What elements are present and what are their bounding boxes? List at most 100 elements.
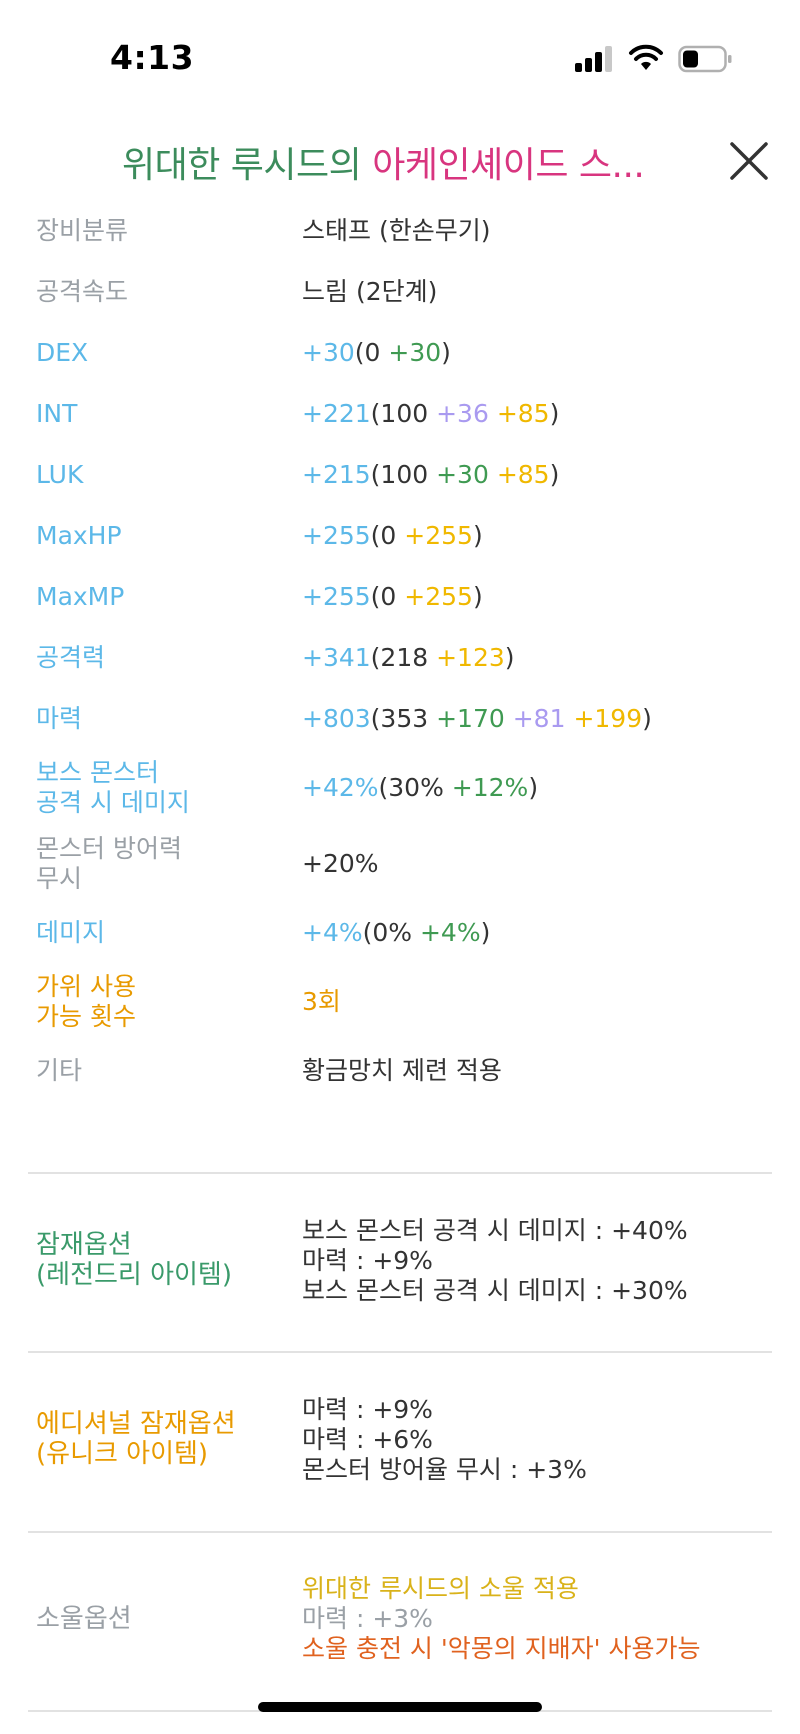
stat-value-part: 황금망치 제련 적용 <box>302 1055 502 1085</box>
stat-value-part: ) <box>642 703 652 733</box>
item-title-prefix: 위대한 루시드의 <box>122 145 373 186</box>
potential-section: 잠재옵션 (레전드리 아이템) 보스 몬스터 공격 시 데미지 : +40% 마력… <box>0 1172 800 1351</box>
stat-value-part <box>505 704 513 733</box>
stat-label: 장비분류 <box>36 215 129 245</box>
stat-row: DEX +30(0 +30) <box>0 322 800 383</box>
stat-value: +30(0 +30) <box>302 338 451 368</box>
stat-value-part: +4% <box>302 917 363 947</box>
additional-potential-label: 에디셔널 잠재옵션 (유니크 아이템) <box>36 1409 236 1469</box>
stat-value-part: ) <box>504 642 515 672</box>
stat-row: MaxHP +255(0 +255) <box>0 505 800 566</box>
stat-row: 공격속도 느림 (2단계) <box>0 261 800 322</box>
battery-icon <box>678 45 732 73</box>
stat-row: MaxMP +255(0 +255) <box>0 566 800 627</box>
stat-value: 3회 <box>302 987 341 1017</box>
divider <box>28 1351 772 1353</box>
stat-value-part: +4% <box>419 917 481 947</box>
stat-value-part <box>489 460 497 489</box>
option-line: 마력 : +9% <box>302 1246 433 1275</box>
stat-value-part: +803 <box>302 703 371 733</box>
stat-value: +4%(0% +4%) <box>302 918 490 948</box>
stat-value: +215(100 +30 +85) <box>302 460 559 490</box>
stat-label: MaxMP <box>36 581 125 611</box>
option-line: 보스 몬스터 공격 시 데미지 : +40% <box>302 1216 688 1245</box>
stat-value-part: +341 <box>302 642 371 672</box>
stat-row: LUK +215(100 +30 +85) <box>0 444 800 505</box>
stat-value-part <box>489 399 497 428</box>
stat-row: 데미지 +4%(0% +4%) <box>0 902 800 963</box>
stat-label: 공격속도 <box>36 276 129 306</box>
stat-value-part: (0% <box>362 917 420 947</box>
stat-value: +803(353 +170 +81 +199) <box>302 704 652 734</box>
stat-label: LUK <box>36 459 84 489</box>
option-line: 위대한 루시드의 소울 적용 <box>302 1574 579 1603</box>
stat-value-part: (0 <box>370 581 405 611</box>
close-icon[interactable] <box>728 140 770 182</box>
stat-value-part: +199 <box>573 703 643 733</box>
stat-value-part: +123 <box>436 642 505 672</box>
stat-value-part: +30 <box>436 459 489 489</box>
stat-value-part: +170 <box>436 703 505 733</box>
item-title: 위대한 루시드의 아케인셰이드 스... <box>122 136 645 188</box>
divider <box>28 1172 772 1174</box>
potential-label: 잠재옵션 (레전드리 아이템) <box>36 1230 232 1290</box>
stat-value-part: (218 <box>370 642 437 672</box>
stat-value: 황금망치 제련 적용 <box>302 1056 502 1086</box>
option-line: 마력 : +6% <box>302 1425 433 1454</box>
soul-section: 소울옵션 위대한 루시드의 소울 적용 마력 : +3% 소울 충전 시 '악몽의 … <box>0 1531 800 1710</box>
stat-row: 장비분류 스태프 (한손무기) <box>0 200 800 261</box>
soul-options: 위대한 루시드의 소울 적용 마력 : +3% 소울 충전 시 '악몽의 지배자' … <box>302 1574 700 1664</box>
status-time: 4:13 <box>110 38 195 77</box>
stat-value-part: +255 <box>302 581 371 611</box>
stat-value-part: +221 <box>302 398 371 428</box>
stat-value-part: (30% <box>378 772 452 802</box>
divider <box>28 1531 772 1533</box>
stat-row: 기타 황금망치 제련 적용 <box>0 1040 800 1101</box>
stat-value-part: ) <box>480 917 491 947</box>
stat-value-part: +30 <box>388 337 442 367</box>
option-line: 보스 몬스터 공격 시 데미지 : +30% <box>302 1276 688 1305</box>
stat-label: INT <box>36 398 78 428</box>
stat-row: 마력 +803(353 +170 +81 +199) <box>0 688 800 749</box>
stat-value-part: (0 <box>370 520 405 550</box>
stat-label: DEX <box>36 337 89 367</box>
option-line: 마력 : +9% <box>302 1395 433 1424</box>
stat-value: +341(218 +123) <box>302 643 515 673</box>
additional-potential-section: 에디셔널 잠재옵션 (유니크 아이템) 마력 : +9% 마력 : +6% 몬스터 … <box>0 1351 800 1531</box>
stat-value-part: 느림 (2단계) <box>302 276 438 306</box>
stat-label: 몬스터 방어력 무시 <box>36 834 182 893</box>
stat-value: +255(0 +255) <box>302 521 483 551</box>
stat-label: 데미지 <box>36 917 106 947</box>
stat-label: MaxHP <box>36 520 122 550</box>
stat-value: +42%(30% +12%) <box>302 773 538 803</box>
stat-value-part: ) <box>441 337 451 367</box>
stat-value-part: (100 <box>370 459 437 489</box>
home-indicator[interactable] <box>258 1702 542 1712</box>
stat-value-part: +36 <box>436 398 489 428</box>
stat-row: 보스 몬스터 공격 시 데미지 +42%(30% +12%) <box>0 749 800 826</box>
stat-value-part: +85 <box>496 459 550 489</box>
option-line: 소울 충전 시 '악몽의 지배자' 사용가능 <box>302 1634 701 1663</box>
stat-label: 가위 사용 가능 횟수 <box>36 971 136 1031</box>
stat-value-part: (100 <box>370 398 437 428</box>
stat-value-part: +12% <box>451 772 529 802</box>
stat-value-part: ) <box>472 520 483 550</box>
potential-options: 보스 몬스터 공격 시 데미지 : +40% 마력 : +9% 보스 몬스터 공격 … <box>302 1216 688 1306</box>
option-line: 몬스터 방어율 무시 : +3% <box>302 1455 587 1484</box>
stat-label: 마력 <box>36 703 83 733</box>
additional-potential-options: 마력 : +9% 마력 : +6% 몬스터 방어율 무시 : +3% <box>302 1395 587 1485</box>
stat-value-part: +42% <box>302 772 379 802</box>
stat-value-part: +255 <box>302 520 371 550</box>
stat-value-part: +81 <box>512 703 566 733</box>
item-title-name: 아케인셰이드 스... <box>372 145 645 186</box>
stat-value-part: 스태프 (한손무기) <box>302 215 491 245</box>
stat-row: 가위 사용 가능 횟수 3회 <box>0 963 800 1040</box>
stat-value-part: +255 <box>404 581 473 611</box>
stat-value: 느림 (2단계) <box>302 277 437 307</box>
stat-value-part: ) <box>549 398 560 428</box>
stat-label: 공격력 <box>36 642 106 672</box>
stat-value: +221(100 +36 +85) <box>302 399 559 429</box>
stat-value-part: ) <box>549 459 560 489</box>
stat-value-part: ) <box>472 581 483 611</box>
stat-value: +255(0 +255) <box>302 582 483 612</box>
